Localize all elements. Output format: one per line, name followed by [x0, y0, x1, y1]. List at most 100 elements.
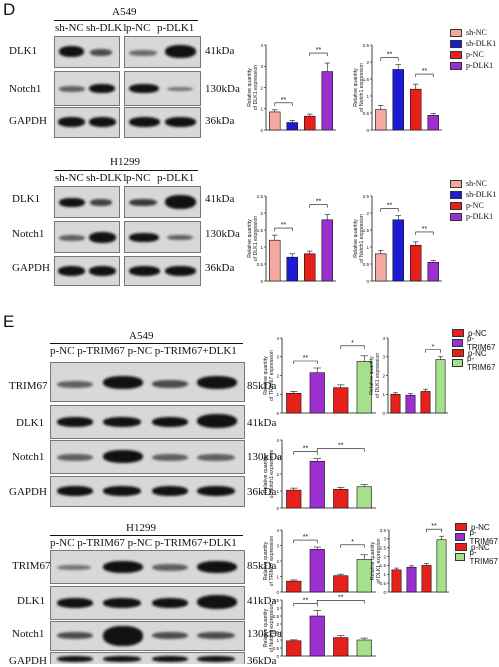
kda-label: 130kDa — [247, 628, 282, 640]
bar — [410, 88, 422, 131]
legend-item: sh-NC — [450, 27, 496, 38]
bar — [427, 115, 439, 131]
y-axis-label: of DLK1 expression — [253, 216, 259, 261]
y-tick-label: 2.5 — [257, 194, 264, 199]
y-tick-label: 0 — [276, 506, 279, 511]
bar — [392, 69, 404, 131]
legend-item: sh-DLK1 — [450, 38, 496, 49]
y-tick-label: 4 — [382, 336, 385, 341]
protein-label: DLK1 — [17, 595, 46, 607]
lane-label: sh-NC — [55, 172, 84, 184]
legend-item: p-TRIM67 — [455, 548, 499, 566]
legend-item: sh-DLK1 — [450, 189, 496, 200]
y-tick-label: 1 — [276, 489, 279, 494]
kda-label: 41kDa — [205, 45, 235, 57]
protein-label: GAPDH — [9, 115, 47, 127]
y-tick-label: 0 — [260, 279, 263, 284]
significance-bracket — [293, 539, 318, 544]
significance-label: * — [351, 539, 354, 546]
kda-label: 130kDa — [205, 83, 240, 95]
western-blot-image — [124, 107, 201, 138]
y-tick-label: 0 — [383, 590, 386, 595]
kda-label: 36kDa — [205, 262, 235, 274]
y-axis-label: of Notch1 expression — [359, 214, 365, 263]
western-blot-image — [54, 186, 120, 218]
bar — [421, 565, 432, 593]
y-tick-label: 2 — [260, 85, 263, 90]
y-tick-label: 1 — [260, 107, 263, 112]
significance-label: ** — [422, 68, 428, 75]
significance-bracket — [340, 544, 365, 548]
bar — [286, 393, 302, 414]
bar — [286, 580, 302, 593]
cell-line-title: A549 — [129, 330, 154, 342]
significance-bracket — [293, 603, 318, 607]
legend: sh-NC sh-DLK1 p-NC p-DLK1 — [450, 178, 496, 222]
western-blot-image — [50, 550, 245, 584]
y-axis-label: of Notch1 expression — [269, 604, 275, 653]
y-tick-label: 1.5 — [273, 630, 280, 635]
significance-bracket — [380, 57, 399, 61]
legend-item: p-NC — [452, 328, 499, 338]
y-tick-label: 2 — [366, 211, 369, 216]
lane-label: p-DLK1 — [157, 22, 195, 34]
bar — [321, 219, 333, 282]
significance-bracket — [309, 52, 328, 57]
bar — [286, 256, 298, 282]
y-tick-label: 0 — [260, 128, 263, 133]
significance-bracket — [316, 448, 365, 452]
kda-label: 41kDa — [247, 417, 277, 429]
y-axis-label: Relative quantity — [353, 219, 359, 258]
lane-label: sh-NC — [55, 22, 84, 34]
legend-item: p-TRIM67 — [452, 354, 499, 372]
cell-line-title: H1299 — [126, 522, 156, 534]
y-tick-label: 0.5 — [363, 262, 370, 267]
legend-item: p-TRIM67 — [452, 334, 499, 352]
legend-item: sh-NC — [450, 178, 496, 189]
bar — [410, 245, 422, 282]
significance-label: * — [432, 344, 435, 351]
y-tick-label: 0 — [276, 590, 279, 595]
kda-label: 41kDa — [205, 193, 235, 205]
significance-label: ** — [303, 355, 309, 362]
y-tick-label: 1.5 — [257, 228, 264, 233]
y-tick-label: 2 — [382, 373, 385, 378]
bar — [427, 261, 439, 282]
protein-label: DLK1 — [16, 417, 45, 429]
significance-label: ** — [387, 52, 393, 59]
y-axis-label: of DLK1 expression — [376, 538, 382, 583]
lane-label: p-DLK1 — [157, 172, 195, 184]
y-tick-label: 2 — [260, 211, 263, 216]
protein-label: TRIM67 — [12, 560, 51, 572]
y-tick-label: 1.5 — [380, 563, 387, 568]
y-tick-label: 3 — [276, 455, 279, 460]
y-tick-label: 3.5 — [380, 528, 387, 533]
bar — [309, 549, 325, 593]
kda-label: 130kDa — [205, 228, 240, 240]
significance-label: ** — [431, 523, 437, 530]
y-axis-label: of Notch1 expression — [269, 450, 275, 499]
y-axis-label: Relative quantity — [247, 68, 253, 107]
western-blot-image — [50, 621, 245, 651]
y-axis-label: Relative quantity — [247, 219, 253, 258]
significance-label: ** — [281, 97, 287, 104]
western-blot-image — [54, 221, 120, 253]
bar — [435, 359, 446, 414]
protein-label: Notch1 — [12, 628, 45, 640]
y-axis-label: Relative quantity — [370, 541, 376, 580]
y-tick-label: 1 — [366, 245, 369, 250]
y-tick-label: 1 — [276, 574, 279, 579]
underline — [50, 343, 243, 344]
protein-label: GAPDH — [12, 262, 50, 274]
y-axis-label: Relative quantity — [263, 541, 269, 580]
legend-item: p-TRIM67 — [455, 528, 499, 546]
significance-bracket — [316, 600, 365, 604]
bar — [392, 219, 404, 282]
y-tick-label: 1 — [366, 94, 369, 99]
y-tick-label: 3 — [276, 543, 279, 548]
significance-label: ** — [303, 534, 309, 541]
protein-label: GAPDH — [9, 486, 47, 498]
western-blot-image — [50, 405, 245, 439]
legend-item: p-NC — [455, 522, 499, 532]
